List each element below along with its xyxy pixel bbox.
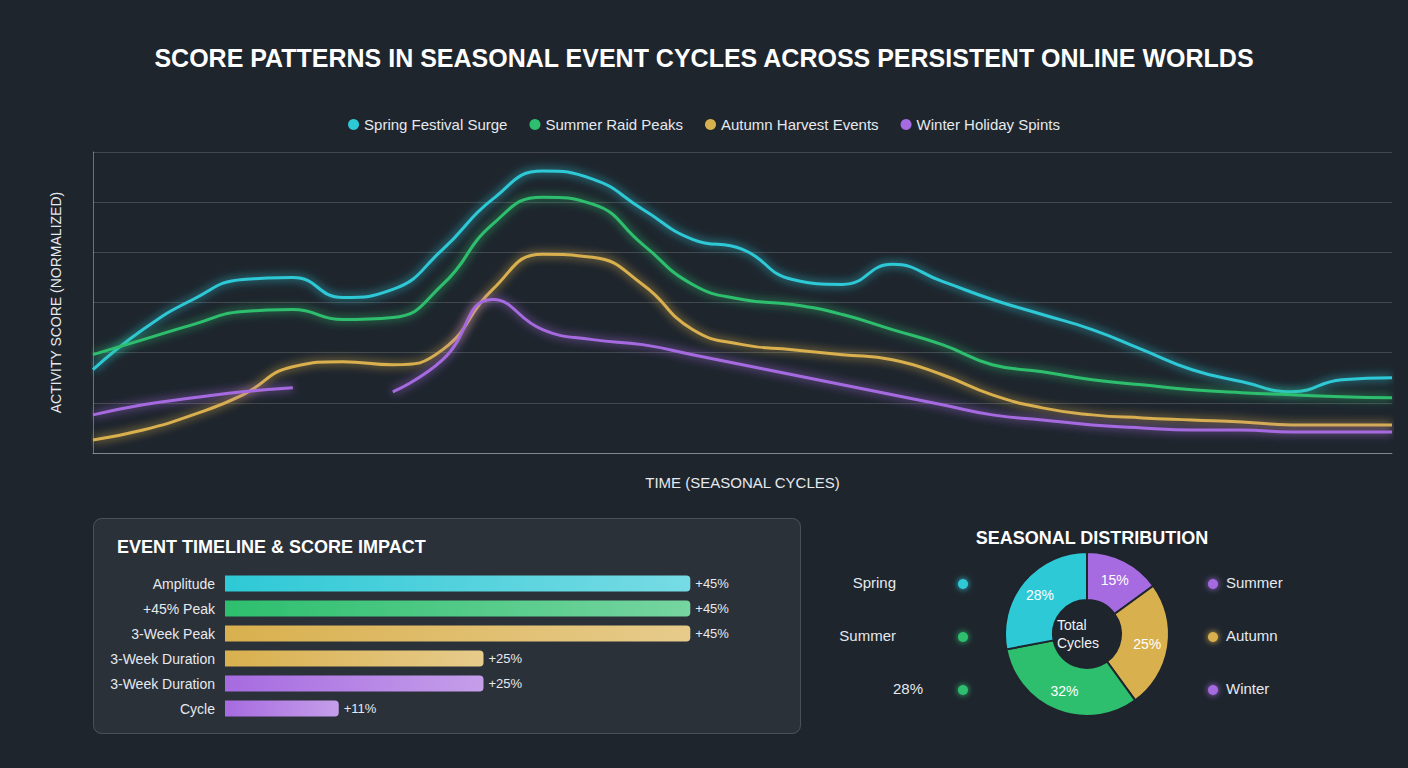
svg-text:Winter Holiday Spints: Winter Holiday Spints <box>917 116 1060 133</box>
svg-text:Amplitude: Amplitude <box>153 576 215 592</box>
svg-text:Autumn: Autumn <box>1226 627 1278 644</box>
svg-text:3-Week Duration: 3-Week Duration <box>110 676 215 692</box>
svg-text:ACTIVITY SCORE (NORMALIZED): ACTIVITY SCORE (NORMALIZED) <box>48 192 64 413</box>
svg-text:Cycles: Cycles <box>1057 635 1099 651</box>
svg-text:3-Week Duration: 3-Week Duration <box>110 651 215 667</box>
svg-text:Summer: Summer <box>839 627 896 644</box>
svg-text:+45%: +45% <box>695 626 729 641</box>
svg-text:Winter: Winter <box>1226 680 1269 697</box>
svg-text:+11%: +11% <box>344 701 377 716</box>
svg-text:+45%: +45% <box>695 601 729 616</box>
svg-text:TIME (SEASONAL CYCLES): TIME (SEASONAL CYCLES) <box>645 474 840 491</box>
svg-text:+25%: +25% <box>489 676 523 691</box>
svg-text:Summer Raid Peaks: Summer Raid Peaks <box>545 116 683 133</box>
svg-text:Autumn Harvest Events: Autumn Harvest Events <box>721 116 879 133</box>
svg-text:Spring Festival Surge: Spring Festival Surge <box>364 116 507 133</box>
svg-text:15%: 15% <box>1101 572 1129 588</box>
svg-text:28%: 28% <box>893 680 923 697</box>
svg-text:Total: Total <box>1057 617 1087 633</box>
svg-text:+45% Peak: +45% Peak <box>143 601 216 617</box>
svg-text:32%: 32% <box>1051 683 1079 699</box>
svg-text:3-Week Peak: 3-Week Peak <box>131 626 216 642</box>
svg-text:SCORE PATTERNS IN SEASONAL EVE: SCORE PATTERNS IN SEASONAL EVENT CYCLES … <box>154 44 1253 72</box>
svg-text:+45%: +45% <box>695 576 729 591</box>
svg-text:SEASONAL DISTRIBUTION: SEASONAL DISTRIBUTION <box>976 528 1209 548</box>
svg-text:Cycle: Cycle <box>180 701 215 717</box>
svg-text:Summer: Summer <box>1226 574 1283 591</box>
svg-text:EVENT TIMELINE & SCORE IMPACT: EVENT TIMELINE & SCORE IMPACT <box>117 537 426 557</box>
svg-text:Spring: Spring <box>853 574 896 591</box>
svg-text:25%: 25% <box>1133 636 1161 652</box>
svg-text:+25%: +25% <box>489 651 523 666</box>
svg-text:28%: 28% <box>1026 587 1054 603</box>
